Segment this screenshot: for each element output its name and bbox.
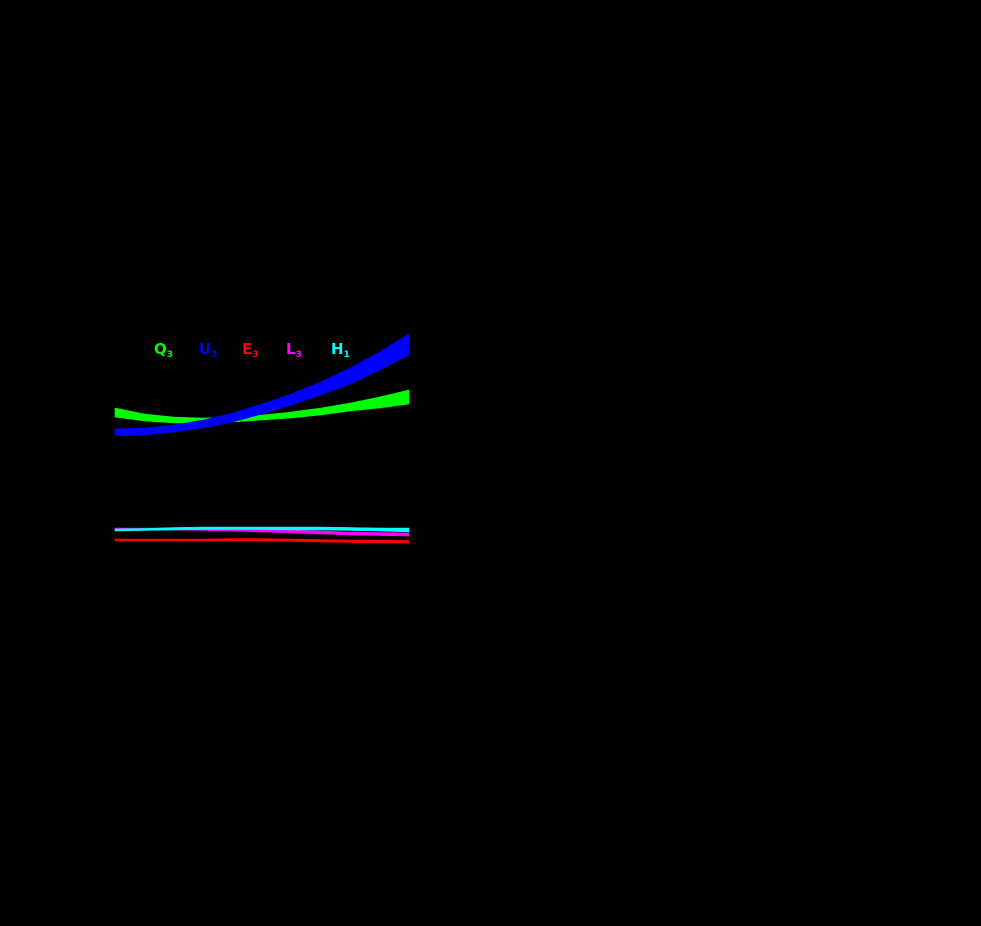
band-h1 bbox=[114, 526, 410, 533]
legend-label-base: H bbox=[331, 340, 344, 358]
legend-item-l3: L3 bbox=[286, 340, 302, 360]
legend-item-h1: H1 bbox=[331, 340, 350, 360]
legend-label-subscript: 3 bbox=[296, 350, 302, 360]
legend-label-base: Q bbox=[154, 340, 167, 358]
legend-item-u3: U3 bbox=[199, 340, 217, 360]
legend-label-subscript: 1 bbox=[344, 350, 350, 360]
legend: Q3 U3 E3 L3 H1 bbox=[154, 340, 350, 360]
legend-label-subscript: 3 bbox=[211, 350, 217, 360]
legend-label-base: U bbox=[199, 340, 211, 358]
legend-label-base: E bbox=[242, 340, 252, 358]
legend-item-e3: E3 bbox=[242, 340, 259, 360]
legend-label-subscript: 3 bbox=[252, 350, 258, 360]
band-u3 bbox=[114, 333, 410, 437]
legend-label-subscript: 3 bbox=[167, 350, 173, 360]
band-e3 bbox=[114, 538, 410, 544]
legend-label-base: L bbox=[286, 340, 296, 358]
legend-item-q3: Q3 bbox=[154, 340, 173, 360]
band-series-group bbox=[114, 333, 410, 544]
